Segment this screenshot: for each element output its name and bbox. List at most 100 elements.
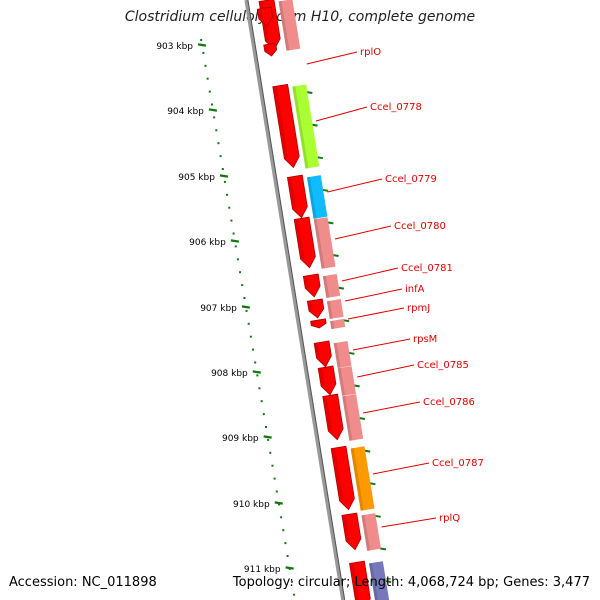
ruler-tick-label: 907 kbp xyxy=(200,304,237,314)
ruler-dot xyxy=(204,64,207,67)
ruler-dot xyxy=(247,322,250,325)
translation-bar xyxy=(326,299,344,319)
feature-track xyxy=(256,0,391,600)
translation-bar xyxy=(306,175,328,219)
cds-arrow xyxy=(317,365,337,396)
ruler-dot xyxy=(215,129,218,132)
ruler-dot xyxy=(252,348,255,351)
cds-arrow xyxy=(330,445,355,511)
backbone-stroke xyxy=(244,0,346,600)
ruler-dot xyxy=(264,426,267,428)
label-leader xyxy=(306,51,358,65)
ruler-tick xyxy=(252,370,261,374)
ruler-dot xyxy=(284,542,287,545)
cds-arrow xyxy=(322,393,344,441)
ruler-dot xyxy=(243,297,246,299)
ruler-dot xyxy=(219,155,222,158)
label-leader xyxy=(363,401,421,414)
ruler-dot xyxy=(286,555,289,557)
label-leader xyxy=(372,462,430,475)
label-leader xyxy=(357,364,415,378)
label-leader xyxy=(381,517,437,528)
ruler-dot xyxy=(293,593,296,596)
translation-bar xyxy=(361,513,381,551)
label-leader xyxy=(352,338,411,351)
ruler-dot xyxy=(256,374,259,377)
gene-label: Ccel_0785 xyxy=(417,360,469,371)
genome-summary: Topology: circular; Length: 4,068,724 bp… xyxy=(232,575,590,590)
backbone-edge xyxy=(247,0,346,600)
map-title: Clostridium cellulolyticum H10, complete… xyxy=(124,9,476,25)
cds-arrow xyxy=(286,174,308,219)
ruler-dot xyxy=(236,258,239,261)
ruler-dot xyxy=(273,477,276,480)
ruler-dot xyxy=(267,438,270,441)
ruler-tick xyxy=(197,43,207,47)
ruler-tick xyxy=(274,501,283,505)
cds-arrow xyxy=(313,340,332,368)
ruler-dot xyxy=(245,309,248,312)
cds-arrow xyxy=(263,42,278,57)
cds-arrow xyxy=(272,83,300,169)
ruler-dot xyxy=(217,142,220,145)
label-leader xyxy=(344,288,403,302)
ruler-dot xyxy=(228,206,231,209)
ruler-tick-label: 911 kbp xyxy=(244,565,281,575)
ruler-dot xyxy=(241,284,244,287)
translation-bar xyxy=(350,446,375,511)
gene-label: rplO xyxy=(360,47,381,58)
ruler-tick-label: 906 kbp xyxy=(189,238,226,248)
track-tick xyxy=(385,580,392,583)
ruler-dot xyxy=(213,116,216,119)
backbone-line xyxy=(244,0,346,600)
gene-label: rpmJ xyxy=(407,303,430,314)
translation-bar xyxy=(322,274,341,298)
ruler-dot xyxy=(202,51,205,54)
ruler-dot xyxy=(230,219,233,222)
label-leader xyxy=(347,307,405,320)
gene-label: Ccel_0778 xyxy=(370,102,422,113)
translation-bar xyxy=(278,0,301,51)
ruler-dot xyxy=(208,90,211,93)
ruler-tick xyxy=(208,108,218,112)
ruler-dot xyxy=(223,180,226,183)
translation-bar xyxy=(292,84,320,169)
translation-bar xyxy=(342,394,364,441)
accession-text: Accession: NC_011898 xyxy=(9,575,157,590)
ruler-dot xyxy=(254,361,257,364)
cds-arrow xyxy=(293,216,316,269)
ruler-dot xyxy=(262,413,265,416)
gene-label: Ccel_0779 xyxy=(385,174,437,185)
ruler-dot xyxy=(239,271,242,274)
label-leader xyxy=(327,178,383,193)
ruler-dot xyxy=(226,193,229,196)
translation-bar xyxy=(369,561,391,600)
label-leader xyxy=(315,106,368,122)
ruler-tick xyxy=(219,174,229,178)
ruler-tick xyxy=(230,239,239,243)
ruler-tick-label: 903 kbp xyxy=(156,42,193,52)
gene-label: Ccel_0781 xyxy=(401,263,453,274)
gene-label: rplQ xyxy=(439,513,460,524)
ruler-dot xyxy=(275,490,278,493)
ruler-dot xyxy=(271,464,274,467)
translation-bar xyxy=(333,341,352,368)
ruler-dot xyxy=(232,232,235,235)
translation-bar xyxy=(313,217,336,269)
cds-arrow xyxy=(302,273,321,298)
ruler-tick-label: 905 kbp xyxy=(178,173,215,183)
label-leader xyxy=(334,225,392,240)
ruler-dot xyxy=(200,39,203,41)
ruler-dot xyxy=(260,400,263,403)
translation-bar xyxy=(330,318,346,330)
cds-arrow xyxy=(310,318,327,329)
ruler-dot xyxy=(282,529,285,532)
cds-arrow xyxy=(341,512,362,551)
ruler-tick-label: 904 kbp xyxy=(167,107,204,117)
ruler-dot xyxy=(269,451,272,454)
label-leader xyxy=(341,267,399,282)
ruler-dot xyxy=(280,516,283,519)
gene-label: Ccel_0787 xyxy=(432,458,484,469)
ruler-dot xyxy=(249,335,252,338)
ruler-dot xyxy=(210,103,213,106)
